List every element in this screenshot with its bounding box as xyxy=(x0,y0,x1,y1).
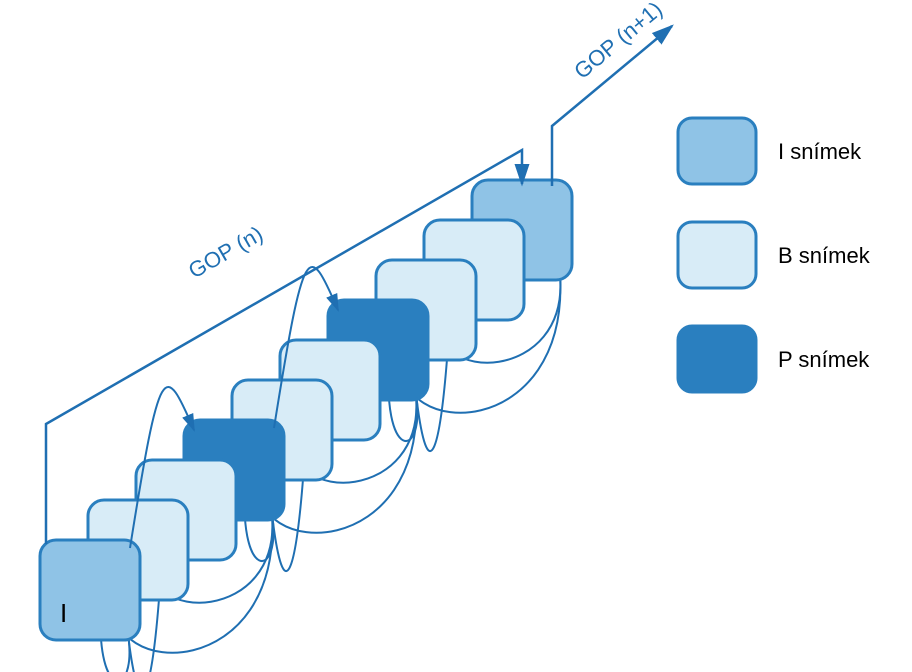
legend-item: P snímek xyxy=(678,326,870,392)
legend-label: B snímek xyxy=(778,243,871,268)
gop-n-label: GOP (n) xyxy=(184,221,267,283)
frame-label: I xyxy=(60,598,67,628)
legend-swatch-b xyxy=(678,222,756,288)
legend-swatch-p xyxy=(678,326,756,392)
legend-label: I snímek xyxy=(778,139,862,164)
gop-diagram: IBBPBBPBBI GOP (n)GOP (n+1) I snímek B sn… xyxy=(0,0,912,672)
frame-stack: IBBPBBPBBI xyxy=(40,180,572,640)
legend-label: P snímek xyxy=(778,347,870,372)
legend-item: B snímek xyxy=(678,222,871,288)
frame-i: I xyxy=(40,540,140,640)
legend: I snímek B snímek P snímek xyxy=(678,118,871,392)
legend-item: I snímek xyxy=(678,118,862,184)
legend-swatch-i xyxy=(678,118,756,184)
gop-arrows: GOP (n)GOP (n+1) xyxy=(46,0,672,544)
